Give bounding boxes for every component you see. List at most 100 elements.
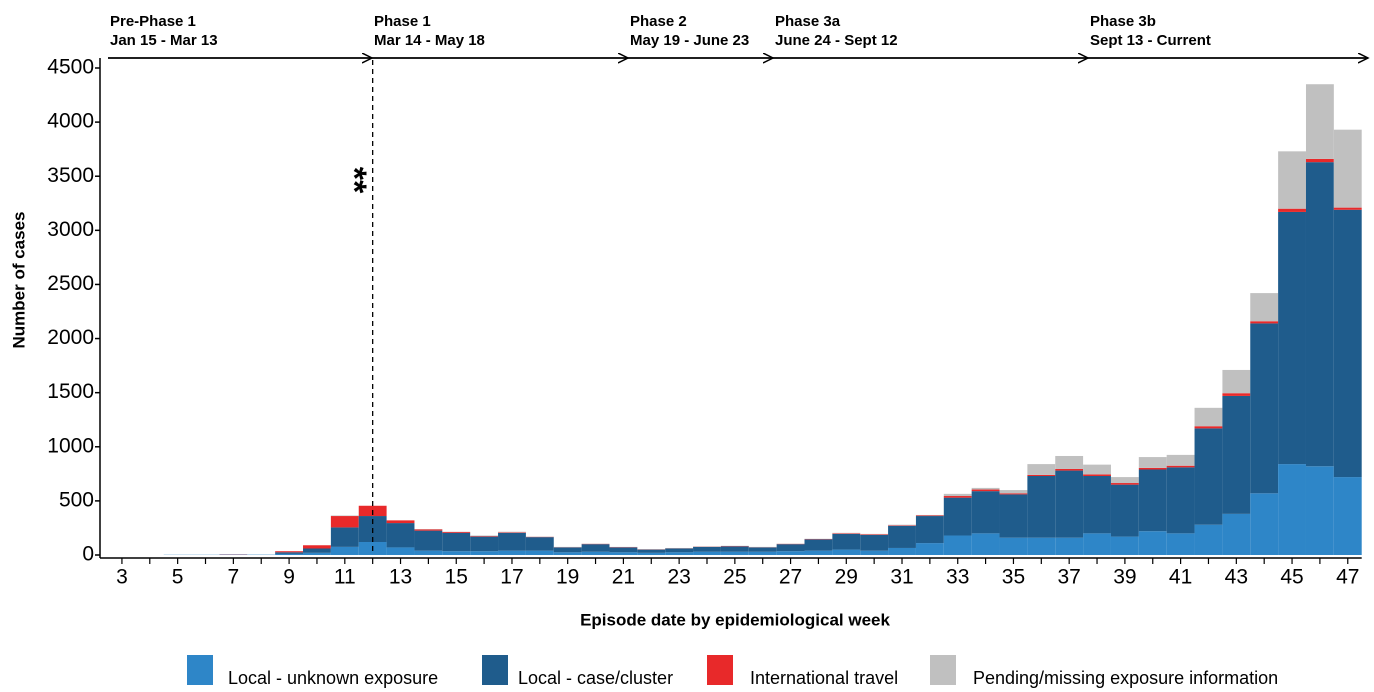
bar-segment bbox=[470, 535, 499, 537]
x-tick-label: 43 bbox=[1225, 566, 1248, 589]
bar-segment bbox=[832, 549, 861, 555]
bar-segment bbox=[330, 515, 359, 517]
x-tick-label: 33 bbox=[946, 566, 969, 589]
bar-segment bbox=[330, 516, 359, 528]
bar-segment bbox=[1055, 470, 1084, 538]
bar-segment bbox=[1194, 407, 1223, 427]
bar-segment bbox=[1138, 469, 1167, 532]
x-tick-label: 19 bbox=[556, 566, 579, 589]
x-tick-label: 47 bbox=[1336, 566, 1359, 589]
bar-segment bbox=[470, 551, 499, 555]
bar-segment bbox=[1278, 151, 1306, 209]
bar-segment bbox=[330, 546, 359, 555]
bar-segment bbox=[1278, 208, 1306, 212]
bar-segment bbox=[1333, 129, 1362, 208]
bar-segment bbox=[581, 551, 610, 555]
x-tick-label: 15 bbox=[445, 566, 468, 589]
x-tick-label: 7 bbox=[228, 566, 240, 589]
bar-segment bbox=[943, 497, 972, 536]
bar-segment bbox=[525, 537, 554, 551]
bar-segment bbox=[470, 536, 499, 537]
bar-segment bbox=[1166, 533, 1195, 555]
bar-segment bbox=[1333, 477, 1362, 555]
bar-segment bbox=[1138, 457, 1167, 468]
bar-segment bbox=[971, 487, 1000, 490]
bar-segment bbox=[1138, 531, 1167, 555]
bar-segment bbox=[442, 531, 471, 533]
bar-segment bbox=[1166, 465, 1195, 468]
bar-segment bbox=[498, 532, 526, 533]
bar-segment bbox=[693, 546, 721, 552]
phase-dates: June 24 - Sept 12 bbox=[775, 32, 898, 49]
legend-swatch bbox=[187, 655, 213, 685]
y-tick-label: 3500 bbox=[47, 164, 94, 187]
bar-segment bbox=[414, 530, 443, 551]
bar-segment bbox=[637, 552, 666, 555]
legend-swatch bbox=[930, 655, 956, 685]
bar-segment bbox=[693, 551, 721, 555]
bar-segment bbox=[414, 529, 443, 531]
x-tick-label: 9 bbox=[283, 566, 295, 589]
bar-segment bbox=[1110, 536, 1139, 555]
bar-segment bbox=[498, 550, 526, 555]
bar-segment bbox=[971, 491, 1000, 534]
legend-label: Pending/missing exposure information bbox=[973, 668, 1278, 688]
bar-segment bbox=[720, 551, 749, 555]
bar-segment bbox=[1222, 513, 1251, 555]
bar-segment bbox=[971, 533, 1000, 555]
y-axis-title: Number of cases bbox=[9, 212, 28, 349]
bar-segment bbox=[832, 532, 861, 534]
y-tick-label: 3000 bbox=[47, 218, 94, 241]
x-tick-label: 21 bbox=[612, 566, 635, 589]
bar-segment bbox=[1278, 464, 1306, 555]
bar-segment bbox=[888, 524, 916, 526]
bar-segment bbox=[386, 547, 415, 555]
bar-segment bbox=[609, 547, 638, 553]
phase-name: Phase 1 bbox=[374, 13, 431, 30]
annotation: ** bbox=[335, 167, 373, 194]
bar-segment bbox=[915, 514, 944, 516]
bar-segment bbox=[1194, 428, 1223, 525]
y-tick-label: 4500 bbox=[47, 56, 94, 79]
y-tick-label: 1500 bbox=[47, 380, 94, 403]
phase-name: Phase 3a bbox=[775, 13, 841, 30]
x-tick-label: 41 bbox=[1169, 566, 1192, 589]
bar-segment bbox=[748, 551, 777, 555]
y-tick-label: 4000 bbox=[47, 110, 94, 133]
bar-segment bbox=[275, 552, 304, 554]
phase-dates: Sept 13 - Current bbox=[1090, 32, 1211, 49]
x-tick-label: 37 bbox=[1057, 566, 1080, 589]
bar-segment bbox=[609, 552, 638, 555]
bar-segment bbox=[1194, 524, 1223, 555]
bar-segment bbox=[470, 536, 499, 552]
x-tick-label: 17 bbox=[500, 566, 523, 589]
bar-segment bbox=[1027, 464, 1056, 475]
bar-segment bbox=[971, 489, 1000, 492]
bar-segment bbox=[943, 496, 972, 498]
bar-segment bbox=[442, 532, 471, 552]
bar-segment bbox=[804, 539, 833, 551]
bar-segment bbox=[1278, 211, 1306, 465]
bar-segment bbox=[1166, 467, 1195, 534]
y-tick-label: 1000 bbox=[47, 434, 94, 457]
x-axis-title: Episode date by epidemiological week bbox=[580, 610, 890, 629]
x-tick-label: 45 bbox=[1280, 566, 1303, 589]
bar-segment bbox=[637, 549, 666, 553]
bar-segment bbox=[1305, 466, 1334, 555]
x-tick-label: 31 bbox=[890, 566, 913, 589]
bar-segment bbox=[1083, 474, 1111, 476]
bar-segment bbox=[1194, 426, 1223, 429]
bar-segment bbox=[665, 548, 694, 553]
x-tick-label: 27 bbox=[779, 566, 802, 589]
bar-segment bbox=[1055, 537, 1084, 555]
bar-segment bbox=[915, 516, 944, 544]
bar-segment bbox=[748, 547, 777, 552]
x-tick-label: 25 bbox=[723, 566, 746, 589]
bar-segment bbox=[1250, 321, 1279, 324]
bar-segment bbox=[999, 537, 1028, 555]
bar-segment bbox=[1250, 293, 1279, 322]
bar-segment bbox=[1027, 537, 1056, 555]
bar-segment bbox=[1250, 323, 1279, 494]
bar-segment bbox=[776, 551, 805, 555]
bar-segment bbox=[1305, 162, 1334, 467]
